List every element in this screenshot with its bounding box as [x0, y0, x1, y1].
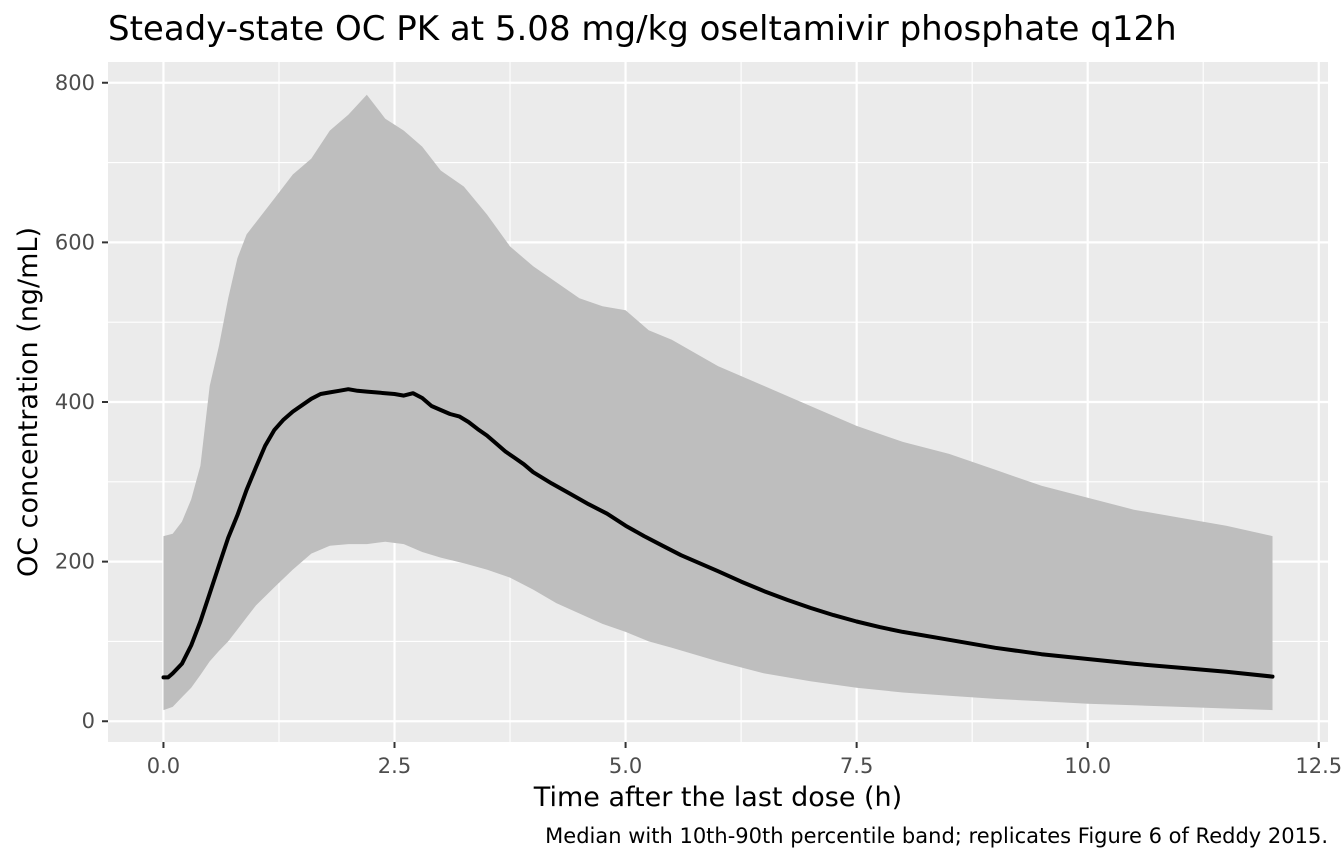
x-tick-label: 10.0: [1064, 754, 1111, 778]
y-tick-label: 800: [55, 71, 95, 95]
y-tick-label: 400: [55, 390, 95, 414]
x-tick-label: 2.5: [378, 754, 411, 778]
y-axis: 0 200 400 600 800: [55, 71, 108, 733]
chart-title: Steady-state OC PK at 5.08 mg/kg oseltam…: [108, 9, 1177, 49]
y-axis-label: OC concentration (ng/mL): [13, 227, 44, 577]
median-line: [161, 387, 1275, 680]
y-tick-label: 0: [82, 709, 95, 733]
chart-caption: Median with 10th-90th percentile band; r…: [545, 824, 1328, 848]
y-tick-label: 600: [55, 230, 95, 254]
y-tick-label: 200: [55, 550, 95, 574]
x-axis: 0.0 2.5 5.0 7.5 10.0 12.5: [147, 742, 1342, 778]
x-axis-label: Time after the last dose (h): [533, 782, 902, 813]
x-tick-label: 7.5: [840, 754, 873, 778]
percentile-band: [163, 94, 1273, 711]
x-tick-label: 12.5: [1295, 754, 1342, 778]
x-tick-label: 0.0: [147, 754, 180, 778]
x-tick-label: 5.0: [609, 754, 642, 778]
